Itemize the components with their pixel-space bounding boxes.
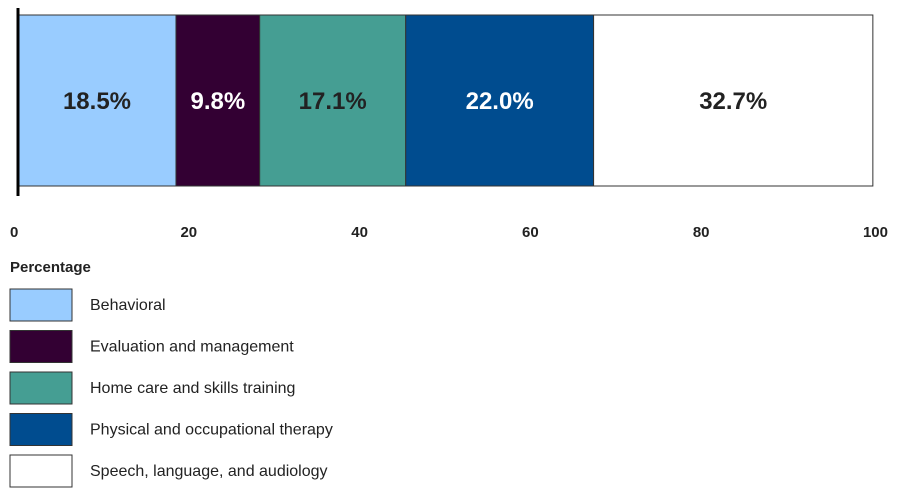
legend-swatch <box>9 454 73 488</box>
value-label: 9.8% <box>190 88 245 115</box>
legend-swatch <box>9 413 73 446</box>
x-axis-label: Percentage <box>10 259 91 276</box>
value-label: 18.5% <box>63 88 131 115</box>
legend-swatch <box>9 330 73 363</box>
bar-segment <box>593 14 874 187</box>
x-tick-label: 40 <box>351 224 368 241</box>
x-tick-label: 0 <box>10 224 18 241</box>
legend-swatch <box>9 371 73 405</box>
legend-label: Physical and occupational therapy <box>90 422 333 439</box>
legend-label: Behavioral <box>90 297 166 314</box>
x-tick-label: 20 <box>180 224 197 241</box>
legend-label: Speech, language, and audiology <box>90 463 328 480</box>
x-tick-label: 80 <box>693 224 710 241</box>
legend-label: Evaluation and management <box>90 339 294 356</box>
value-label: 22.0% <box>466 88 534 115</box>
bar-segment <box>175 14 261 187</box>
bar-segment <box>17 14 177 187</box>
legend-label: Home care and skills training <box>90 380 295 397</box>
value-label: 32.7% <box>699 88 767 115</box>
legend-swatch <box>9 288 73 322</box>
bar-segment <box>405 14 595 187</box>
bar-segment <box>259 14 407 187</box>
value-label: 17.1% <box>299 88 367 115</box>
x-tick-label: 60 <box>522 224 539 241</box>
x-tick-label: 100 <box>863 224 888 241</box>
